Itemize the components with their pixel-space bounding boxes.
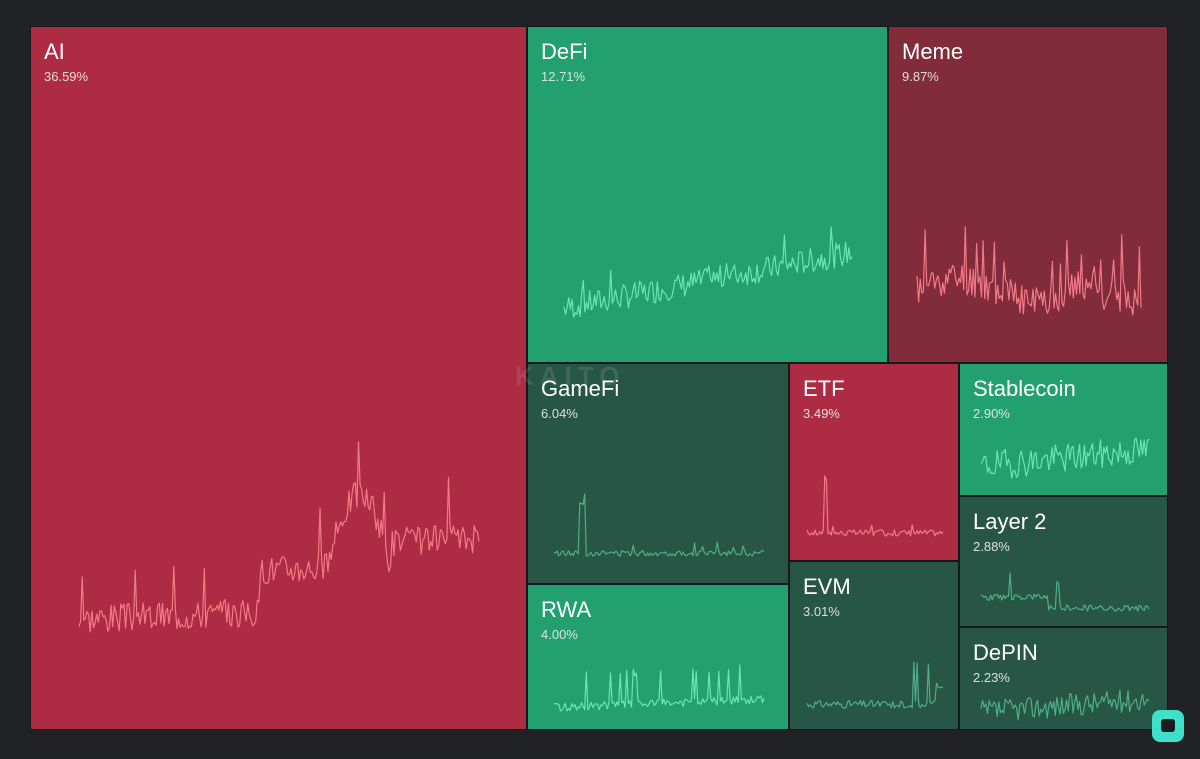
app-logo-icon bbox=[1152, 710, 1184, 742]
tile-percent: 6.04% bbox=[541, 406, 578, 421]
tile-percent: 3.01% bbox=[803, 604, 840, 619]
sparkline bbox=[806, 475, 944, 537]
treemap-chart: AI 36.59% DeFi 12.71% Meme 9.87% GameFi … bbox=[30, 26, 1168, 730]
tile-name: Layer 2 bbox=[973, 509, 1047, 534]
tile-name: Meme bbox=[902, 39, 964, 64]
tile-name: ETF bbox=[803, 376, 845, 401]
sparkline bbox=[806, 661, 944, 709]
tile-depin[interactable]: DePIN 2.23% bbox=[959, 627, 1168, 730]
sparkline-series-line bbox=[980, 572, 1150, 612]
tile-name: DeFi bbox=[541, 39, 588, 64]
tile-name: GameFi bbox=[541, 376, 620, 401]
sparkline bbox=[553, 493, 765, 557]
sparkline-series-line bbox=[553, 664, 765, 712]
sparkline bbox=[980, 572, 1150, 612]
tile-percent: 4.00% bbox=[541, 627, 578, 642]
sparkline-series-line bbox=[980, 689, 1150, 721]
tile-percent: 2.90% bbox=[973, 406, 1010, 421]
sparkline bbox=[78, 441, 480, 633]
sparkline-series-line bbox=[78, 441, 480, 633]
tile-meme[interactable]: Meme 9.87% bbox=[888, 26, 1168, 363]
tile-percent: 2.88% bbox=[973, 539, 1010, 554]
tile-ai[interactable]: AI 36.59% bbox=[30, 26, 527, 730]
tile-name: RWA bbox=[541, 597, 592, 622]
sparkline bbox=[980, 437, 1150, 479]
tile-defi[interactable]: DeFi 12.71% bbox=[527, 26, 888, 363]
tile-percent: 12.71% bbox=[541, 69, 586, 84]
tile-stablecoin[interactable]: Stablecoin 2.90% bbox=[959, 363, 1168, 496]
tile-name: Stablecoin bbox=[973, 376, 1076, 401]
sparkline bbox=[916, 226, 1142, 316]
sparkline-series-line bbox=[916, 226, 1142, 316]
tile-gamefi[interactable]: GameFi 6.04% bbox=[527, 363, 789, 584]
tile-layer-2[interactable]: Layer 2 2.88% bbox=[959, 496, 1168, 627]
tile-percent: 9.87% bbox=[902, 69, 939, 84]
tile-percent: 36.59% bbox=[44, 69, 89, 84]
sparkline-series-line bbox=[806, 475, 944, 537]
tile-rwa[interactable]: RWA 4.00% bbox=[527, 584, 789, 730]
sparkline-series-line bbox=[563, 226, 853, 318]
sparkline bbox=[553, 664, 765, 712]
tile-etf[interactable]: ETF 3.49% bbox=[789, 363, 959, 561]
tile-evm[interactable]: EVM 3.01% bbox=[789, 561, 959, 730]
tile-percent: 2.23% bbox=[973, 670, 1010, 685]
tile-percent: 3.49% bbox=[803, 406, 840, 421]
sparkline-series-line bbox=[553, 493, 765, 557]
tile-name: EVM bbox=[803, 574, 851, 599]
sparkline bbox=[980, 689, 1150, 721]
tile-name: AI bbox=[44, 39, 65, 64]
sparkline-series-line bbox=[806, 661, 944, 709]
sparkline-series-line bbox=[980, 437, 1150, 479]
tile-name: DePIN bbox=[973, 640, 1038, 665]
sparkline bbox=[563, 226, 853, 318]
